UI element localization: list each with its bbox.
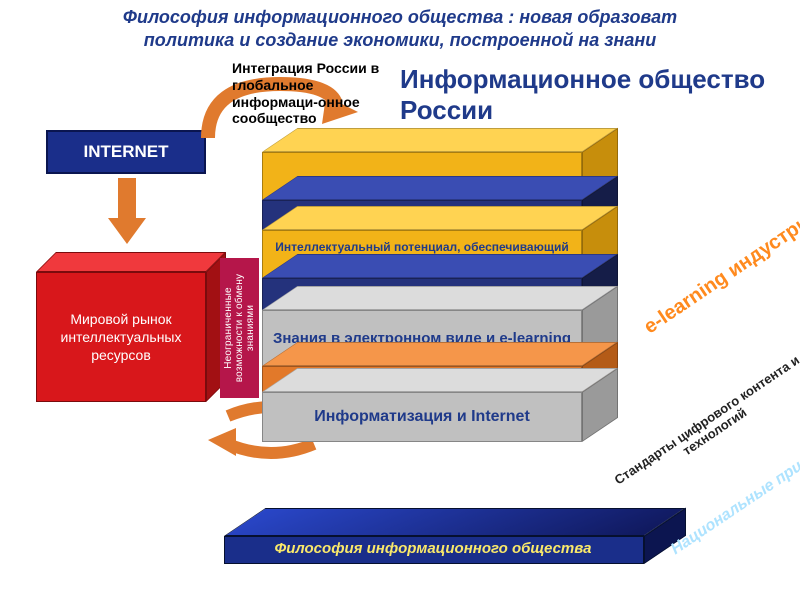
red-cube-top bbox=[36, 252, 226, 272]
arrow-down-icon bbox=[108, 178, 146, 248]
foundation-platform bbox=[224, 508, 644, 568]
title-line2: политика и создание экономики, построенн… bbox=[144, 30, 656, 50]
internet-box: INTERNET bbox=[46, 130, 206, 174]
red-cube-front: Мировой рынок интеллектуальных ресурсов bbox=[36, 272, 206, 402]
title-line1: Философия информационного общества : нов… bbox=[123, 7, 677, 27]
internet-label: INTERNET bbox=[84, 142, 169, 162]
red-cube-label: Мировой рынок интеллектуальных ресурсов bbox=[37, 310, 205, 365]
stack-layer-label: Информатизация и Internet bbox=[314, 408, 530, 426]
red-cube-side-label: Неограниченные возможности к обмену знан… bbox=[220, 258, 259, 398]
platform-top bbox=[224, 508, 686, 536]
world-market-cube: Мировой рынок интеллектуальных ресурсов bbox=[36, 252, 228, 404]
page-title: Философия информационного общества : нов… bbox=[0, 0, 800, 53]
main-heading: Информационное общество России bbox=[400, 64, 800, 126]
integration-caption: Интеграция России в глобальное информаци… bbox=[232, 60, 382, 127]
foundation-label: Философия информационного общества bbox=[238, 540, 628, 557]
